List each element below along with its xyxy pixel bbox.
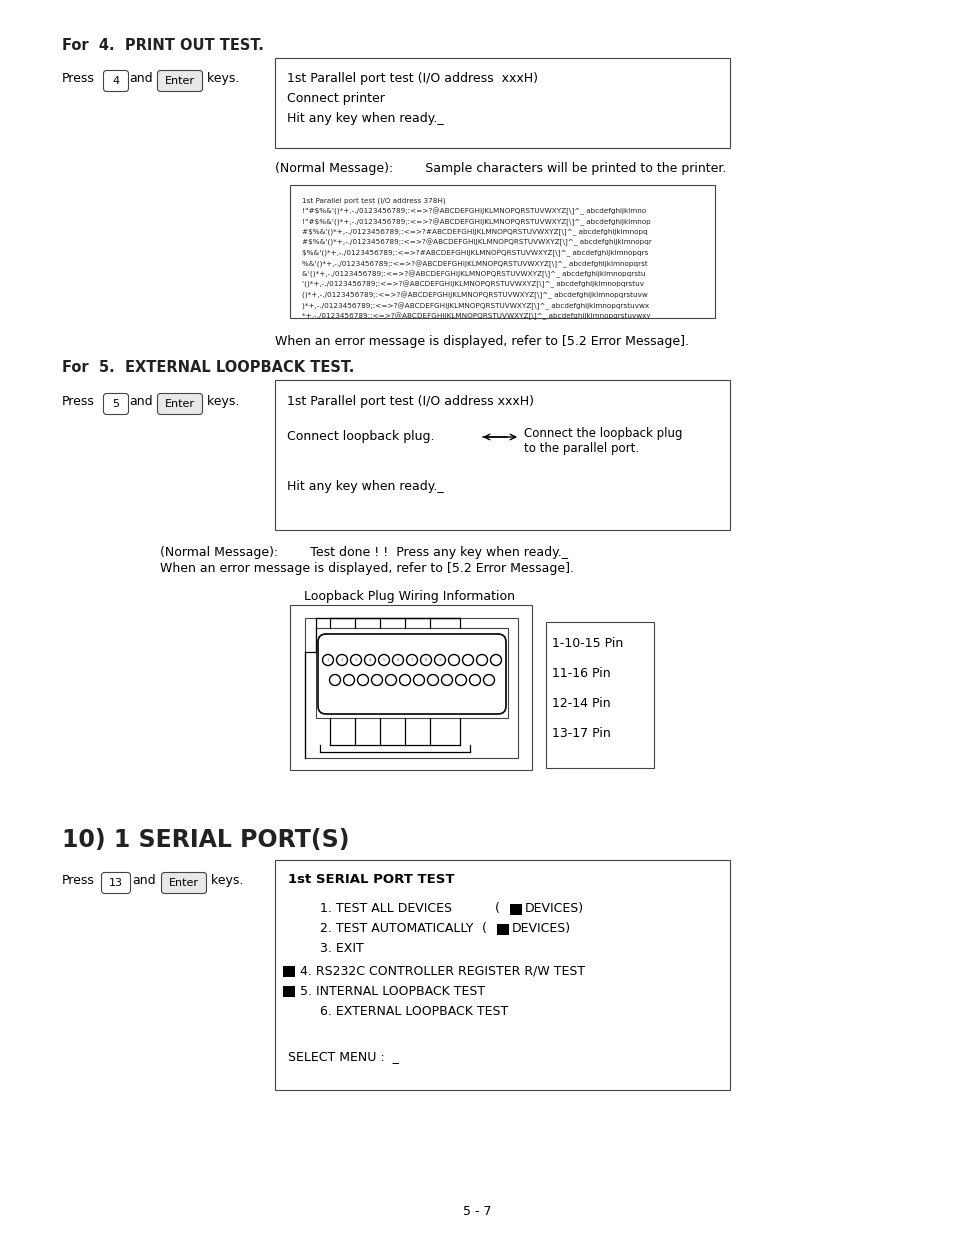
Text: 2: 2 [340, 658, 343, 662]
Bar [545, 622, 654, 768]
Text: 1: 1 [327, 658, 329, 662]
Text: SELECT MENU :  _: SELECT MENU : _ [288, 1050, 398, 1063]
Text: For  4.  PRINT OUT TEST.: For 4. PRINT OUT TEST. [62, 38, 264, 53]
Bar [510, 904, 521, 915]
Text: keys.: keys. [207, 874, 243, 887]
FancyBboxPatch shape [103, 70, 129, 91]
Text: 2. TEST AUTOMATICALLY: 2. TEST AUTOMATICALLY [319, 923, 473, 935]
Text: Press: Press [62, 395, 94, 408]
Text: (Normal Message):        Sample characters will be printed to the printer.: (Normal Message): Sample characters will… [274, 162, 725, 175]
Bar [274, 58, 729, 148]
Text: 1st Parallel port test (I/O address xxxH): 1st Parallel port test (I/O address xxxH… [287, 395, 534, 408]
Text: (: ( [481, 923, 486, 935]
Text: $%&'()*+,-./0123456789;:<=>?#ABCDEFGHIJKLMNOPQRSTUVWXYZ[\]^_ abcdefghijklmnopqrs: $%&'()*+,-./0123456789;:<=>?#ABCDEFGHIJK… [302, 249, 648, 256]
Text: 4: 4 [112, 77, 119, 86]
Text: 10) 1 SERIAL PORT(S): 10) 1 SERIAL PORT(S) [62, 827, 349, 852]
Text: 1st Parallel port test (I/O address 378H): 1st Parallel port test (I/O address 378H… [302, 198, 445, 204]
Text: 4: 4 [369, 658, 371, 662]
Text: Hit any key when ready._: Hit any key when ready._ [287, 112, 443, 125]
Text: DEVICES): DEVICES) [512, 923, 571, 935]
Text: 5: 5 [112, 399, 119, 409]
Text: Connect loopback plug.: Connect loopback plug. [287, 430, 434, 443]
Bar [290, 185, 714, 317]
Text: and: and [129, 72, 152, 85]
FancyBboxPatch shape [161, 872, 206, 893]
Text: Connect the loopback plug: Connect the loopback plug [523, 427, 681, 440]
Text: Loopback Plug Wiring Information: Loopback Plug Wiring Information [304, 590, 515, 603]
FancyBboxPatch shape [157, 70, 202, 91]
Text: &'()*+,-./0123456789;:<=>?@ABCDEFGHIJKLMNOPQRSTUVWXYZ[\]^_ abcdefghijklmnopqrstu: &'()*+,-./0123456789;:<=>?@ABCDEFGHIJKLM… [302, 270, 645, 278]
Text: !"#$%&'()*+,-./0123456789;:<=>?@ABCDEFGHIJKLMNOPQRSTUVWXYZ[\]^_ abcdefghijklmnop: !"#$%&'()*+,-./0123456789;:<=>?@ABCDEFGH… [302, 219, 650, 226]
FancyBboxPatch shape [101, 872, 131, 893]
Text: keys.: keys. [203, 395, 239, 408]
Text: Press: Press [62, 72, 94, 85]
Text: '()*+,-./0123456789;:<=>?@ABCDEFGHIJKLMNOPQRSTUVWXYZ[\]^_ abcdefghijklmnopqrstuv: '()*+,-./0123456789;:<=>?@ABCDEFGHIJKLMN… [302, 282, 643, 289]
Text: Enter: Enter [169, 878, 199, 888]
Text: 13-17 Pin: 13-17 Pin [552, 727, 610, 740]
Text: 1-10-15 Pin: 1-10-15 Pin [552, 637, 622, 650]
Text: DEVICES): DEVICES) [524, 902, 583, 915]
Bar [305, 618, 517, 758]
Text: For  5.  EXTERNAL LOOPBACK TEST.: For 5. EXTERNAL LOOPBACK TEST. [62, 359, 354, 375]
Text: (Normal Message):        Test done ! !  Press any key when ready._: (Normal Message): Test done ! ! Press an… [160, 546, 567, 559]
Text: Enter: Enter [165, 399, 194, 409]
Text: 7: 7 [410, 658, 413, 662]
Bar [274, 380, 729, 530]
Text: #$%&'()*+,-./0123456789;:<=>?@ABCDEFGHIJKLMNOPQRSTUVWXYZ[\]^_ abcdefghijklmnopqr: #$%&'()*+,-./0123456789;:<=>?@ABCDEFGHIJ… [302, 240, 651, 247]
Text: 5 - 7: 5 - 7 [462, 1205, 491, 1218]
Text: When an error message is displayed, refer to [5.2 Error Message].: When an error message is displayed, refe… [274, 335, 688, 348]
Text: When an error message is displayed, refer to [5.2 Error Message].: When an error message is displayed, refe… [160, 562, 574, 576]
Text: 1st Parallel port test (I/O address  xxxH): 1st Parallel port test (I/O address xxxH… [287, 72, 537, 85]
Bar [283, 986, 294, 997]
Text: 5. INTERNAL LOOPBACK TEST: 5. INTERNAL LOOPBACK TEST [299, 986, 485, 998]
Text: 13: 13 [109, 878, 123, 888]
Text: !"#$%&'()*+,-./0123456789;:<=>?@ABCDEFGHIJKLMNOPQRSTUVWXYZ[\]^_ abcdefghijklmno: !"#$%&'()*+,-./0123456789;:<=>?@ABCDEFGH… [302, 207, 645, 215]
FancyBboxPatch shape [103, 394, 129, 415]
Text: Press: Press [62, 874, 94, 887]
Text: 1. TEST ALL DEVICES: 1. TEST ALL DEVICES [319, 902, 452, 915]
Text: Hit any key when ready._: Hit any key when ready._ [287, 480, 443, 493]
Text: 11-16 Pin: 11-16 Pin [552, 667, 610, 680]
Text: 6. EXTERNAL LOOPBACK TEST: 6. EXTERNAL LOOPBACK TEST [319, 1005, 508, 1018]
Text: *+,-./0123456789;:<=>?@ABCDEFGHIJKLMNOPQRSTUVWXYZ[\]^_ abcdefghijklmnopqrstuvwxy: *+,-./0123456789;:<=>?@ABCDEFGHIJKLMNOPQ… [302, 312, 650, 320]
FancyBboxPatch shape [157, 394, 202, 415]
Text: 12-14 Pin: 12-14 Pin [552, 697, 610, 710]
Text: 8: 8 [424, 658, 427, 662]
Bar [290, 605, 532, 769]
Text: 1st SERIAL PORT TEST: 1st SERIAL PORT TEST [288, 873, 454, 885]
Text: (: ( [495, 902, 499, 915]
Text: Connect printer: Connect printer [287, 91, 384, 105]
Text: to the parallel port.: to the parallel port. [523, 442, 639, 454]
Text: 3: 3 [355, 658, 357, 662]
Text: ()*+,-./0123456789;:<=>?@ABCDEFGHIJKLMNOPQRSTUVWXYZ[\]^_ abcdefghijklmnopqrstuvw: ()*+,-./0123456789;:<=>?@ABCDEFGHIJKLMNO… [302, 291, 647, 299]
Text: and: and [132, 874, 155, 887]
Text: %&'()*+,-./0123456789;:<=>?@ABCDEFGHIJKLMNOPQRSTUVWXYZ[\]^_ abcdefghijklmnopqrst: %&'()*+,-./0123456789;:<=>?@ABCDEFGHIJKL… [302, 261, 647, 268]
Text: #$%&'()*+,-./0123456789;:<=>?#ABCDEFGHIJKLMNOPQRSTUVWXYZ[\]^_ abcdefghijklmnopq: #$%&'()*+,-./0123456789;:<=>?#ABCDEFGHIJ… [302, 228, 647, 235]
Text: 5: 5 [382, 658, 385, 662]
Text: and: and [129, 395, 152, 408]
Text: 3. EXIT: 3. EXIT [319, 942, 363, 955]
Text: 6: 6 [396, 658, 399, 662]
Text: )*+,-./0123456789;:<=>?@ABCDEFGHIJKLMNOPQRSTUVWXYZ[\]^_ abcdefghijklmnopqrstuvwx: )*+,-./0123456789;:<=>?@ABCDEFGHIJKLMNOP… [302, 303, 648, 310]
Text: 4. RS232C CONTROLLER REGISTER R/W TEST: 4. RS232C CONTROLLER REGISTER R/W TEST [299, 965, 584, 978]
Text: Enter: Enter [165, 77, 194, 86]
Text: 9: 9 [438, 658, 441, 662]
Bar [315, 629, 507, 718]
FancyBboxPatch shape [317, 634, 505, 714]
Text: keys.: keys. [203, 72, 239, 85]
Bar [274, 860, 729, 1091]
Bar [497, 924, 509, 935]
Bar [283, 966, 294, 977]
